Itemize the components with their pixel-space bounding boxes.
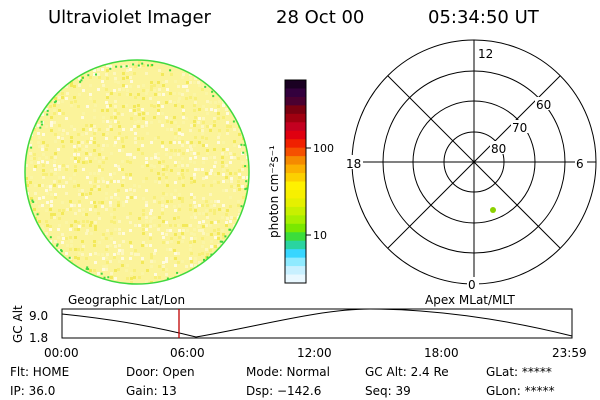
timeline-frame — [61, 308, 573, 339]
colorbar-cell — [285, 189, 306, 199]
colorbar-tick-label-100: 100 — [313, 142, 334, 155]
polar-label-bg-left — [345, 155, 363, 169]
colorbar-cell — [285, 147, 306, 157]
timeline-xtick-3: 18:00 — [424, 346, 459, 360]
time-label: 05:34:50 UT — [428, 7, 539, 28]
timeline-left-label: Geographic Lat/Lon — [68, 293, 185, 307]
polar-axis-diag2 — [387, 75, 561, 249]
colorbar-cell — [285, 80, 306, 89]
colorbar-cells — [285, 80, 306, 284]
status-flight: Flt: HOME — [10, 365, 70, 379]
polar-label-bg-right — [575, 155, 587, 169]
colorbar-cell — [285, 139, 306, 149]
colorbar-unit-label: photon cm⁻²s⁻¹ — [267, 145, 281, 238]
status-glat: GLat: ***** — [486, 365, 552, 379]
polar-label-0: 0 — [468, 278, 476, 292]
colorbar-cell — [285, 257, 306, 267]
timeline-xtick-2: 12:00 — [297, 346, 332, 360]
timeline-xtick-4: 23:59 — [552, 346, 587, 360]
colorbar-frame — [284, 79, 307, 284]
altitude-curve — [61, 308, 573, 338]
status-seq: Seq: 39 — [365, 384, 411, 398]
polar-label-6: 6 — [576, 157, 584, 171]
colorbar-cell — [285, 105, 306, 115]
polar-label-12: 12 — [478, 47, 493, 61]
colorbar-tick-label-10: 10 — [313, 229, 327, 242]
status-gc-alt: GC Alt: 2.4 Re — [365, 365, 449, 379]
app-title: Ultraviolet Imager — [48, 7, 211, 28]
status-ip: IP: 36.0 — [10, 384, 56, 398]
polar-ring-label-60: 60 — [536, 98, 551, 112]
polar-ring-label-80: 80 — [491, 142, 506, 156]
colorbar-cell — [285, 215, 306, 225]
colorbar-cell — [285, 198, 306, 208]
polar-data-point — [490, 207, 496, 213]
polar-label-bg-bottom — [467, 277, 479, 291]
status-door: Door: Open — [126, 365, 195, 379]
colorbar-cell — [285, 240, 306, 250]
polar-label-18: 18 — [346, 157, 361, 171]
polar-ring-label-bg-80 — [490, 141, 508, 154]
polar-ring-label-bg-70 — [511, 120, 529, 133]
polar-label-bg-top — [477, 46, 495, 60]
colorbar-cell — [285, 181, 306, 191]
colorbar-cell — [285, 164, 306, 174]
date-label: 28 Oct 00 — [276, 7, 365, 28]
colorbar-cell — [285, 266, 306, 276]
status-gain: Gain: 13 — [126, 384, 177, 398]
colorbar-cell — [285, 130, 306, 140]
colorbar-cell — [285, 249, 306, 259]
colorbar-cell — [285, 274, 306, 284]
timeline-right-label: Apex MLat/MLT — [425, 293, 515, 307]
colorbar-cell — [285, 206, 306, 216]
colorbar-cell — [285, 156, 306, 166]
colorbar-cell — [285, 113, 306, 123]
polar-ring-label-bg-60 — [535, 97, 553, 110]
timeline-ymax: 9.0 — [29, 309, 48, 323]
status-glon: GLon: ***** — [486, 384, 555, 398]
timeline-ymin: 1.8 — [29, 331, 48, 345]
colorbar-cell — [285, 232, 306, 242]
timeline-yaxis-label: GC Alt — [11, 305, 25, 343]
altitude-timeline: Geographic Lat/Lon Apex MLat/MLT GC Alt … — [11, 293, 587, 360]
colorbar-cell — [285, 88, 306, 98]
status-dsp: Dsp: −142.6 — [246, 384, 322, 398]
colorbar-cell — [285, 96, 306, 106]
uv-image-panel — [24, 59, 250, 285]
polar-plot — [351, 39, 597, 285]
colorbar-cell — [285, 173, 306, 182]
timeline-xtick-0: 00:00 — [44, 346, 79, 360]
colorbar-cell — [285, 122, 306, 132]
colorbar: 100 10 photon cm⁻²s⁻¹ — [267, 79, 334, 284]
status-mode: Mode: Normal — [246, 365, 330, 379]
colorbar-cell — [285, 223, 306, 233]
timeline-xtick-1: 06:00 — [170, 346, 205, 360]
uv-disk-edge — [24, 59, 250, 285]
polar-ring-label-70: 70 — [512, 121, 527, 135]
